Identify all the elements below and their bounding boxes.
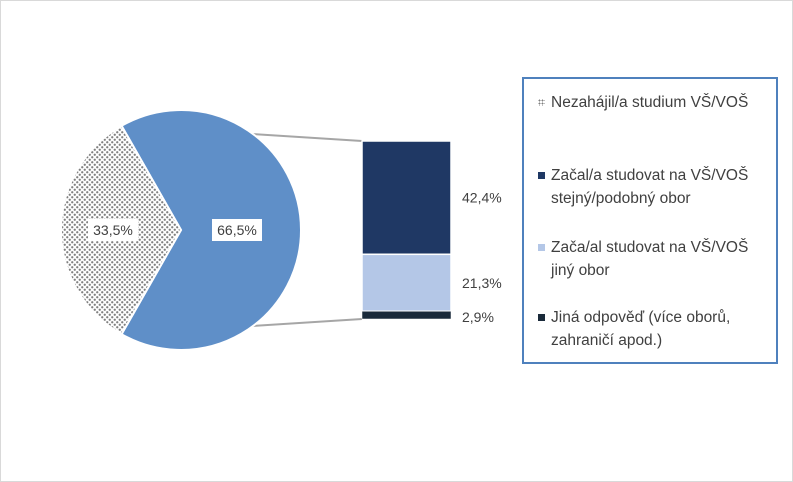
legend-text: stejný/podobný obor (551, 190, 691, 207)
pie-data-label-nezahajil: 33,5% (93, 222, 133, 238)
legend-swatch (538, 244, 545, 251)
bar-segment-same-field (361, 140, 452, 256)
pie-slice-other (120, 109, 302, 351)
legend-text: Nezahájil/a studium VŠ/VOŠ (551, 94, 749, 111)
legend-item: Začal/a studovat na VŠ/VOŠ stejný/podobný… (538, 164, 770, 210)
legend-swatch (538, 314, 545, 321)
pie-data-label-other: 66,5% (217, 222, 257, 238)
legend-text: Jiná odpověď (více oborů, (551, 309, 731, 326)
legend-text: Začal/a studovat na VŠ/VOŠ (551, 167, 749, 184)
legend-text: jiný obor (551, 262, 610, 279)
legend-item: Zača/al studovat na VŠ/VOŠ jiný obor (538, 236, 770, 282)
legend: Nezahájil/a studium VŠ/VOŠ Začal/a studov… (522, 77, 778, 364)
bar-data-label: 21,3% (462, 275, 502, 291)
data-labels: 42,4% 21,3% 2,9% 33,5% 66,5% (88, 190, 502, 325)
legend-text: zahraničí apod.) (551, 332, 663, 349)
bar-segment-other-field (361, 253, 452, 312)
legend-swatch (538, 99, 545, 106)
legend-item: Nezahájil/a studium VŠ/VOŠ (538, 91, 770, 114)
bar-data-label: 42,4% (462, 190, 502, 206)
stacked-bar (361, 140, 452, 320)
bar-data-label: 2,9% (462, 309, 494, 325)
legend-item: Jiná odpověď (více oborů, zahraničí apod.… (538, 306, 770, 352)
legend-swatch (538, 172, 545, 179)
bar-segment-other-answer (361, 310, 452, 320)
pie-label-box (212, 219, 262, 241)
legend-text: Zača/al studovat na VŠ/VOŠ (551, 239, 749, 256)
pie-label-box (88, 219, 138, 241)
